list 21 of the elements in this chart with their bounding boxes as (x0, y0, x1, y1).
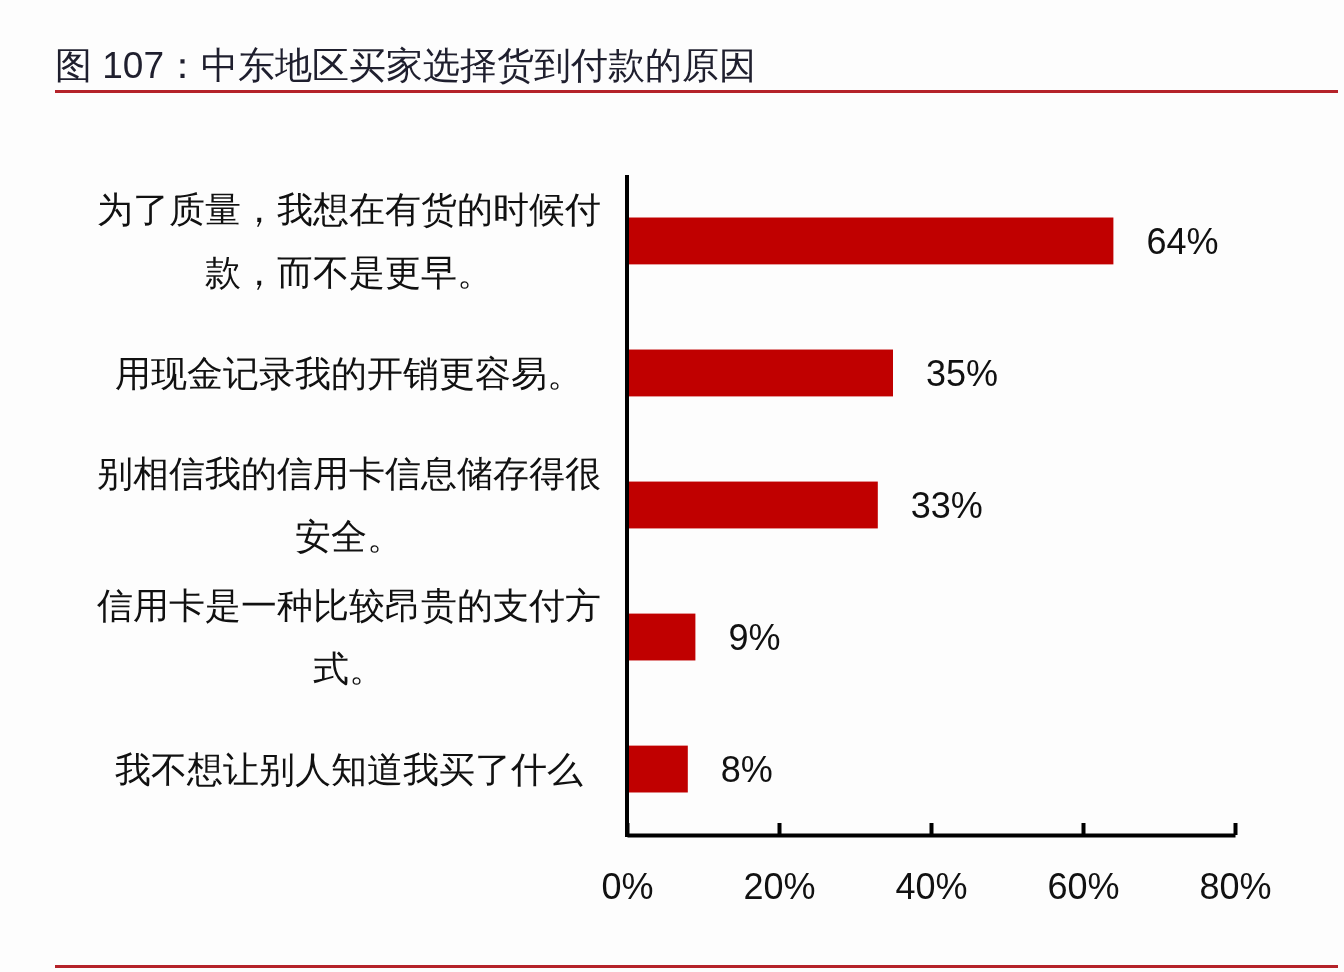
x-tick-label: 20% (743, 865, 816, 907)
chart-title: 图 107：中东地区买家选择货到付款的原因 (55, 45, 757, 86)
data-label: 33% (910, 484, 983, 526)
y-tick-label: 信用卡是一种比较昂贵的支付方式。 (97, 585, 601, 690)
x-tick-label: 0% (601, 865, 654, 907)
data-label: 8% (720, 748, 773, 790)
y-tick-label: 用现金记录我的开销更容易。 (115, 352, 583, 394)
bar (627, 613, 696, 661)
data-label: 35% (926, 352, 999, 394)
y-tick-label: 为了质量，我想在有货的时候付款，而不是更早。 (97, 189, 601, 294)
y-tick-label: 别相信我的信用卡信息储存得很安全。 (97, 453, 601, 558)
x-tick-label: 40% (895, 865, 968, 907)
bar (627, 349, 893, 397)
y-tick-label: 我不想让别人知道我买了什么 (115, 748, 583, 790)
x-tick-label: 60% (1047, 865, 1120, 907)
data-label: 64% (1146, 220, 1219, 262)
data-label: 9% (728, 616, 781, 658)
x-tick-label: 80% (1199, 865, 1272, 907)
bar (627, 217, 1114, 265)
bar (627, 481, 878, 529)
bar (627, 745, 688, 793)
